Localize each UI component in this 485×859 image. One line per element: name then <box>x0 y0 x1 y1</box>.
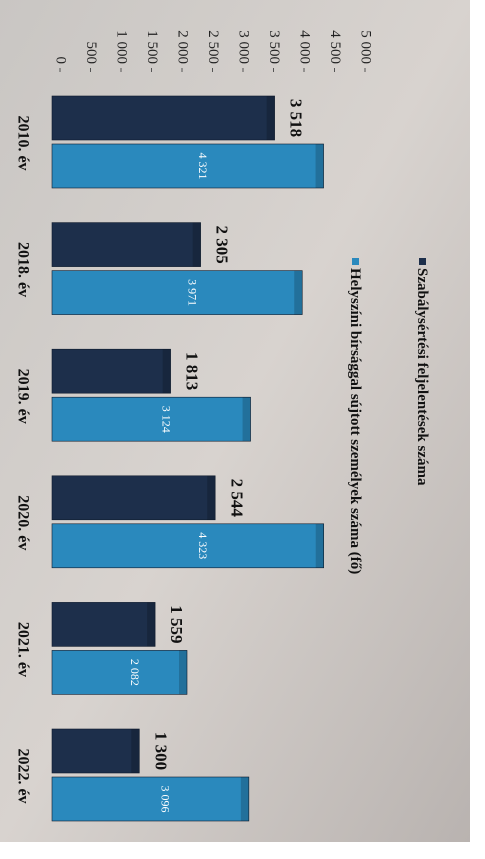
category-label: 2020. év <box>14 495 31 550</box>
bar-shade <box>315 523 324 568</box>
bar <box>51 523 325 569</box>
bar <box>51 728 140 774</box>
bar-shade <box>162 349 171 394</box>
bar-shade <box>131 729 140 773</box>
data-label: 3 971 <box>185 279 199 306</box>
x-tick-label: 2 000 <box>175 30 191 64</box>
bar-shade <box>294 270 303 315</box>
legend-item: Szabálysértési feljelentések száma <box>414 258 430 486</box>
bar <box>51 396 251 442</box>
data-label: 3 096 <box>159 786 173 813</box>
bar-shade <box>192 222 201 267</box>
x-tick-label: 500 <box>83 42 99 65</box>
category-label: 2022. év <box>14 748 31 803</box>
x-tick-label: 1 000 <box>114 30 130 64</box>
data-label: 3 124 <box>160 406 174 433</box>
bar <box>51 95 275 141</box>
category-label: 2018. év <box>14 242 31 297</box>
legend-label: Helyszíni bírsággal sújtott személyek sz… <box>347 268 363 575</box>
bar-shade <box>240 777 249 821</box>
bar <box>51 222 201 267</box>
data-label: 2 305 <box>213 225 232 263</box>
data-label: 2 544 <box>227 479 246 518</box>
x-tick-label: 1 500 <box>144 30 160 64</box>
bar-shade <box>266 96 275 140</box>
category-label: 2019. év <box>14 369 31 424</box>
x-tick-label: 0 <box>53 57 69 65</box>
x-tick-label: 4 500 <box>327 30 343 64</box>
x-tick-label: 5 000 <box>358 30 374 64</box>
bar <box>51 650 188 695</box>
bar <box>51 270 303 315</box>
data-label: 1 559 <box>167 605 186 643</box>
bar-shade <box>242 397 251 442</box>
legend-item: Helyszíni bírsággal sújtott személyek sz… <box>347 258 363 575</box>
bar <box>51 143 324 189</box>
data-label: 4 321 <box>196 153 210 180</box>
x-tick-label: 3 500 <box>266 30 282 64</box>
category-label: 2021. év <box>14 622 31 677</box>
bar-shade <box>315 144 324 188</box>
bar-shade <box>147 602 156 647</box>
data-label: 3 518 <box>287 99 306 137</box>
bar-shade <box>207 475 216 520</box>
data-label: 2 082 <box>128 659 142 686</box>
data-label: 4 323 <box>196 532 210 559</box>
bar <box>51 348 171 394</box>
data-label: 1 300 <box>151 732 170 770</box>
data-label: 1 813 <box>183 352 202 390</box>
bar <box>51 475 216 521</box>
x-tick-label: 4 000 <box>297 30 313 64</box>
bar <box>51 776 250 822</box>
bar-shade <box>179 650 188 695</box>
x-tick-label: 2 500 <box>205 30 221 64</box>
legend-label: Szabálysértési feljelentések száma <box>414 268 430 486</box>
x-tick-label: 3 000 <box>236 30 252 64</box>
bar <box>51 602 156 647</box>
category-label: 2010. év <box>14 115 31 170</box>
